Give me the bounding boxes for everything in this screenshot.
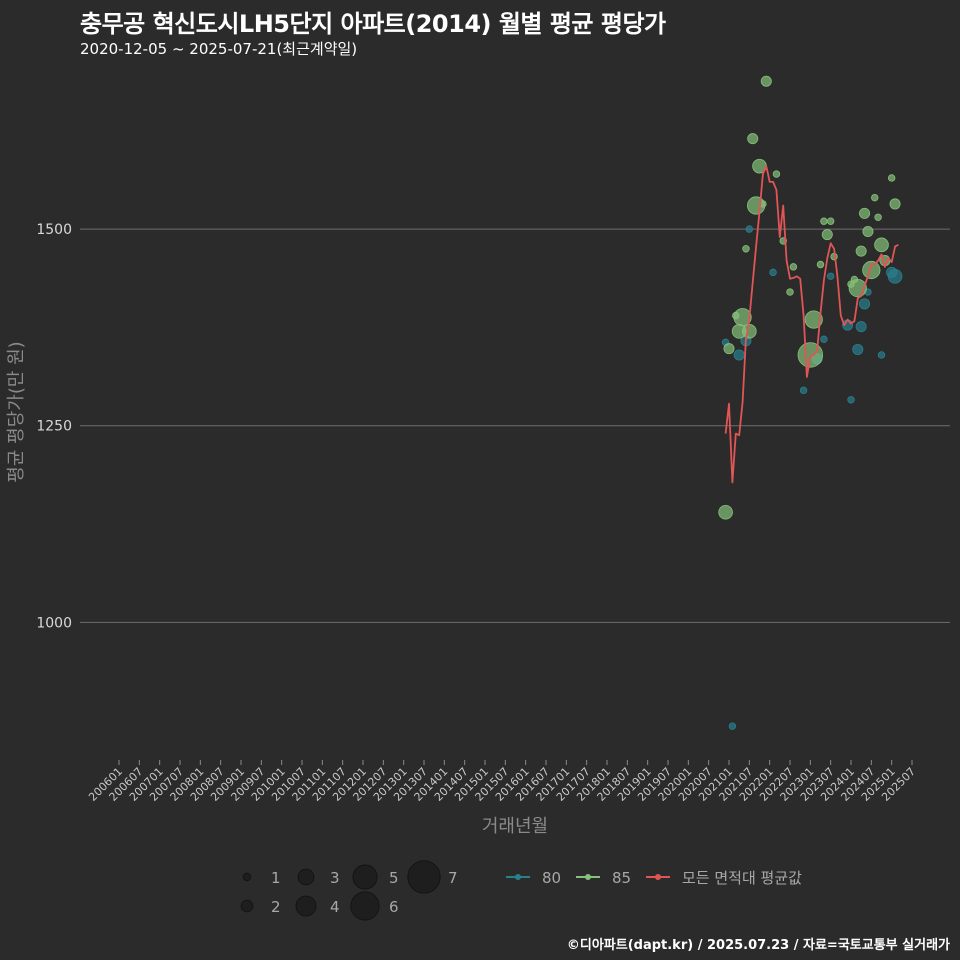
- average-line-path: [724, 165, 899, 484]
- point-80: [852, 343, 864, 355]
- point-80: [733, 349, 745, 361]
- chart-title: 충무공 혁신도시LH5단지 아파트(2014) 월별 평균 평당가: [80, 10, 666, 38]
- chart-subtitle: 2020-12-05 ~ 2025-07-21(최근계약일): [80, 40, 358, 58]
- point-80: [859, 298, 871, 310]
- legend-series-label: 모든 면적대 평균값: [682, 869, 802, 887]
- legend-size-7: [407, 860, 441, 894]
- point-80: [799, 386, 808, 395]
- legend: 1 2 3 4 5 6 7 80 85 모든 면적대 평균값: [240, 860, 802, 921]
- point-85: [804, 310, 823, 329]
- point-80: [887, 268, 903, 284]
- x-axis-label: 거래년월: [482, 816, 548, 837]
- point-85: [887, 174, 896, 182]
- point-85: [871, 193, 879, 202]
- legend-series-label: 85: [612, 869, 631, 887]
- y-axis-label: 평균 평당가(만 원): [6, 341, 27, 482]
- y-tick-label: 1500: [36, 222, 72, 238]
- point-85: [816, 260, 825, 269]
- point-85: [742, 245, 750, 253]
- legend-size-4: [295, 895, 317, 917]
- point-85: [862, 260, 881, 280]
- point-80: [745, 225, 754, 233]
- point-80: [769, 268, 777, 277]
- x-axis-ticks: 2006012006072007012007072008012008072009…: [86, 760, 918, 804]
- legend-size-label: 5: [389, 869, 399, 887]
- point-85: [855, 245, 867, 257]
- legend-series-label: 80: [542, 869, 561, 887]
- legend-size-2: [240, 899, 254, 913]
- footer-credit: ©디아파트(dapt.kr) / 2025.07.23 / 자료=국토교통부 실…: [566, 938, 950, 953]
- point-85: [874, 213, 882, 222]
- point-85: [786, 288, 794, 296]
- point-85: [789, 263, 798, 271]
- legend-size-5: [352, 864, 378, 890]
- point-85: [889, 198, 901, 210]
- point-85: [760, 75, 772, 87]
- legend-size-6: [350, 891, 380, 921]
- y-tick-label: 1000: [36, 615, 72, 631]
- point-85: [874, 237, 889, 253]
- point-85: [859, 207, 871, 219]
- average-line: [724, 165, 899, 484]
- legend-size-label: 3: [330, 869, 340, 887]
- point-85: [772, 170, 781, 178]
- point-85: [797, 342, 824, 368]
- point-85: [826, 217, 835, 225]
- point-85: [742, 324, 757, 339]
- point-85: [862, 225, 874, 237]
- point-80: [728, 722, 737, 730]
- point-80: [877, 351, 886, 359]
- point-80: [826, 272, 835, 280]
- point-80: [847, 396, 855, 404]
- grid-lines: [80, 228, 950, 623]
- point-85: [747, 133, 759, 145]
- legend-size-label: 2: [271, 898, 281, 916]
- point-80: [855, 321, 867, 333]
- point-85: [723, 343, 735, 355]
- legend-size-3: [297, 868, 315, 886]
- legend-size-label: 4: [330, 898, 340, 916]
- legend-size-label: 6: [389, 898, 399, 916]
- point-85: [733, 308, 752, 327]
- point-80: [820, 335, 828, 343]
- point-85: [820, 217, 828, 225]
- legend-series-dot: [515, 874, 521, 880]
- point-85: [718, 504, 733, 520]
- legend-series-dot: [585, 874, 591, 880]
- legend-series-dot: [655, 874, 661, 880]
- data-points: [718, 75, 903, 730]
- legend-size-1: [242, 872, 252, 882]
- legend-size-label: 1: [271, 869, 281, 887]
- y-axis-ticks: 1000 1250 1500: [36, 222, 72, 631]
- legend-size-label: 7: [448, 869, 458, 887]
- y-tick-label: 1250: [36, 419, 72, 435]
- point-85: [821, 229, 833, 241]
